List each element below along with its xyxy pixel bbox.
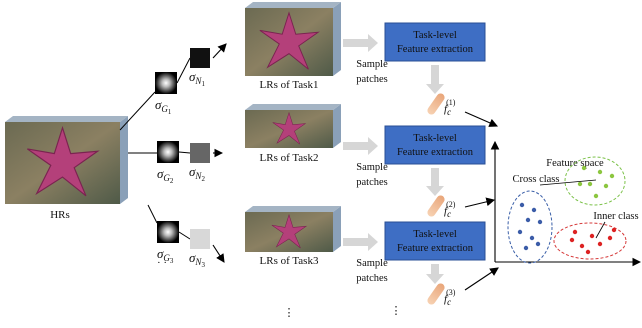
feature-arrow: [465, 268, 498, 290]
feature-sup: (1): [446, 98, 456, 107]
sample-text: Sample: [356, 59, 388, 70]
hr-image-top: [5, 116, 128, 122]
extractor-box: [385, 222, 485, 260]
sample-text: patches: [356, 74, 388, 85]
feature-sub: c: [447, 209, 451, 219]
extractor-text: Feature extraction: [397, 147, 474, 158]
extractor-box: [385, 23, 485, 61]
red-dot: [598, 242, 602, 246]
blue-dot: [538, 220, 542, 224]
branch-line: [179, 232, 190, 239]
red-dot: [573, 230, 577, 234]
feature-sup: (2): [446, 200, 456, 209]
blur-kernel: [155, 72, 177, 94]
extractor-text: Task-level: [413, 229, 457, 240]
blur-sigma-index: 2: [170, 177, 174, 185]
blur-sigma-index: 3: [170, 257, 174, 265]
branch-line: [148, 205, 157, 223]
green-dot: [610, 174, 614, 178]
noise-box: [190, 229, 210, 249]
noise-sigma-index: 2: [201, 175, 205, 183]
lr-image-top: [245, 2, 341, 8]
noise-box: [190, 48, 210, 68]
blur-kernel: [157, 141, 179, 163]
feature-sub: c: [447, 107, 451, 117]
extractor-box: [385, 126, 485, 164]
gray-arrow: [426, 264, 444, 284]
lr-label: LRs of Task1: [260, 79, 319, 91]
green-dot: [582, 166, 586, 170]
blue-dot: [532, 208, 536, 212]
red-dot: [580, 244, 584, 248]
sample-text: patches: [356, 273, 388, 284]
gray-arrow: [343, 233, 378, 251]
blue-dot: [526, 218, 530, 222]
lr-image-side: [333, 2, 341, 76]
feature-symbol: fc(3): [444, 288, 456, 307]
green-dot: [578, 182, 582, 186]
branch-arrow: [213, 245, 224, 262]
gray-arrow: [426, 65, 444, 94]
cross-label: Cross class: [513, 174, 560, 185]
noise-sigma: σN3: [189, 250, 205, 269]
feature-symbol: fc(2): [444, 200, 456, 219]
red-dot: [586, 250, 590, 254]
feature-sub: c: [447, 297, 451, 307]
diagram: HRs σG1 σN1 LRs of Task1 Task-level Feature e…: [0, 0, 642, 328]
blur-sigma-index: 1: [168, 108, 172, 116]
gray-arrow: [343, 34, 378, 52]
feature-sup: (3): [446, 288, 456, 297]
feature-symbol: fc(1): [444, 98, 456, 117]
green-dot: [604, 184, 608, 188]
lr-image-side: [333, 104, 341, 148]
blue-dot: [536, 242, 540, 246]
noise-sigma: σN1: [189, 69, 205, 88]
inner-line: [596, 222, 605, 238]
blue-dot: [524, 246, 528, 250]
noise-sigma-index: 3: [201, 261, 205, 269]
extractor-text: Feature extraction: [397, 44, 474, 55]
more-features: ⋮: [391, 305, 402, 317]
hr-label: HRs: [50, 209, 70, 221]
branch-line: [179, 152, 190, 153]
more-kernels: · ·: [157, 257, 167, 269]
green-dot: [598, 170, 602, 174]
gray-arrow: [426, 168, 444, 196]
blue-dot: [520, 203, 524, 207]
green-dot: [594, 194, 598, 198]
lr-image-top: [245, 206, 341, 212]
branch-arrow: [213, 44, 226, 58]
blur-sigma: σG1: [155, 97, 172, 116]
noise-sigma-index: 1: [201, 80, 205, 88]
lr-label: LRs of Task2: [260, 152, 319, 164]
extractor-text: Task-level: [413, 133, 457, 144]
blur-kernel: [157, 221, 179, 243]
extractor-text: Feature extraction: [397, 243, 474, 254]
sample-text: Sample: [356, 162, 388, 173]
sample-text: Sample: [356, 258, 388, 269]
extractor-text: Task-level: [413, 30, 457, 41]
noise-sigma: σN2: [189, 164, 205, 183]
blue-dot: [518, 230, 522, 234]
red-dot: [612, 228, 616, 232]
inner-label: Inner class: [593, 211, 638, 222]
lr-image-side: [333, 206, 341, 252]
noise-box: [190, 143, 210, 163]
green-dot: [588, 182, 592, 186]
feature-arrow: [465, 200, 494, 207]
lr-label: LRs of Task3: [260, 255, 319, 267]
red-dot: [590, 234, 594, 238]
red-dot: [570, 238, 574, 242]
blue-cluster: [508, 191, 552, 263]
red-dot: [608, 236, 612, 240]
blur-sigma: σG2: [157, 166, 174, 185]
sample-text: patches: [356, 177, 388, 188]
blue-dot: [530, 236, 534, 240]
branch-line: [120, 92, 155, 130]
feature-arrow: [465, 112, 497, 126]
more-tasks: ⋮: [284, 307, 295, 319]
gray-arrow: [343, 137, 378, 155]
lr-image-top: [245, 104, 341, 110]
